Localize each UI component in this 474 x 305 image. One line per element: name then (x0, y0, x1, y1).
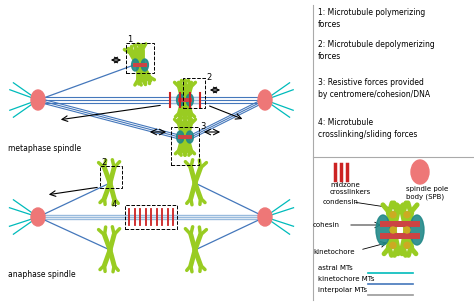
Bar (126, 205, 177, 229)
Ellipse shape (390, 227, 396, 233)
Ellipse shape (186, 131, 193, 143)
Bar (133, 63, 147, 67)
Text: cohesin: cohesin (313, 222, 340, 228)
Ellipse shape (411, 160, 429, 184)
Ellipse shape (258, 208, 272, 226)
Text: midzone
crosslinkers: midzone crosslinkers (330, 182, 371, 195)
Ellipse shape (177, 94, 184, 106)
Ellipse shape (132, 59, 139, 71)
Bar (126, 43, 154, 73)
Text: 4: Microtubule
crosslinking/sliding forces: 4: Microtubule crosslinking/sliding forc… (318, 118, 418, 139)
Text: metaphase spindle: metaphase spindle (8, 144, 81, 153)
Ellipse shape (404, 227, 410, 233)
Text: kinetochore: kinetochore (313, 249, 355, 255)
Ellipse shape (390, 242, 396, 248)
Ellipse shape (177, 131, 184, 143)
Text: kinetochore MTs: kinetochore MTs (318, 276, 374, 282)
Bar (183, 78, 205, 108)
Text: astral MTs: astral MTs (318, 265, 353, 271)
Text: 2: Microtubule depolymerizing
forces: 2: Microtubule depolymerizing forces (318, 40, 435, 61)
Ellipse shape (31, 208, 45, 226)
Bar (171, 127, 199, 165)
Bar (380, 221, 420, 227)
Ellipse shape (404, 242, 410, 248)
Text: 1: Microtubule polymerizing
forces: 1: Microtubule polymerizing forces (318, 8, 425, 29)
Text: 1: 1 (127, 35, 132, 44)
Text: 3: Resistive forces provided
by centromere/cohesion/DNA: 3: Resistive forces provided by centrome… (318, 78, 430, 99)
Ellipse shape (376, 215, 390, 245)
Ellipse shape (141, 59, 148, 71)
Bar (100, 166, 122, 188)
Ellipse shape (186, 94, 193, 106)
Text: anaphase spindle: anaphase spindle (8, 270, 76, 279)
Ellipse shape (410, 215, 424, 245)
Text: 2: 2 (206, 73, 211, 82)
Text: interpolar MTs: interpolar MTs (318, 287, 367, 293)
Text: 2: 2 (101, 158, 106, 167)
Ellipse shape (31, 90, 45, 110)
Text: spindle pole
body (SPB): spindle pole body (SPB) (406, 186, 448, 199)
Ellipse shape (404, 212, 410, 218)
Ellipse shape (258, 90, 272, 110)
Text: condensin: condensin (323, 199, 359, 205)
Bar (178, 98, 192, 102)
Ellipse shape (390, 212, 396, 218)
Text: 3: 3 (200, 122, 205, 131)
Bar (380, 233, 420, 239)
Text: 4: 4 (111, 200, 117, 209)
Bar (178, 135, 192, 139)
